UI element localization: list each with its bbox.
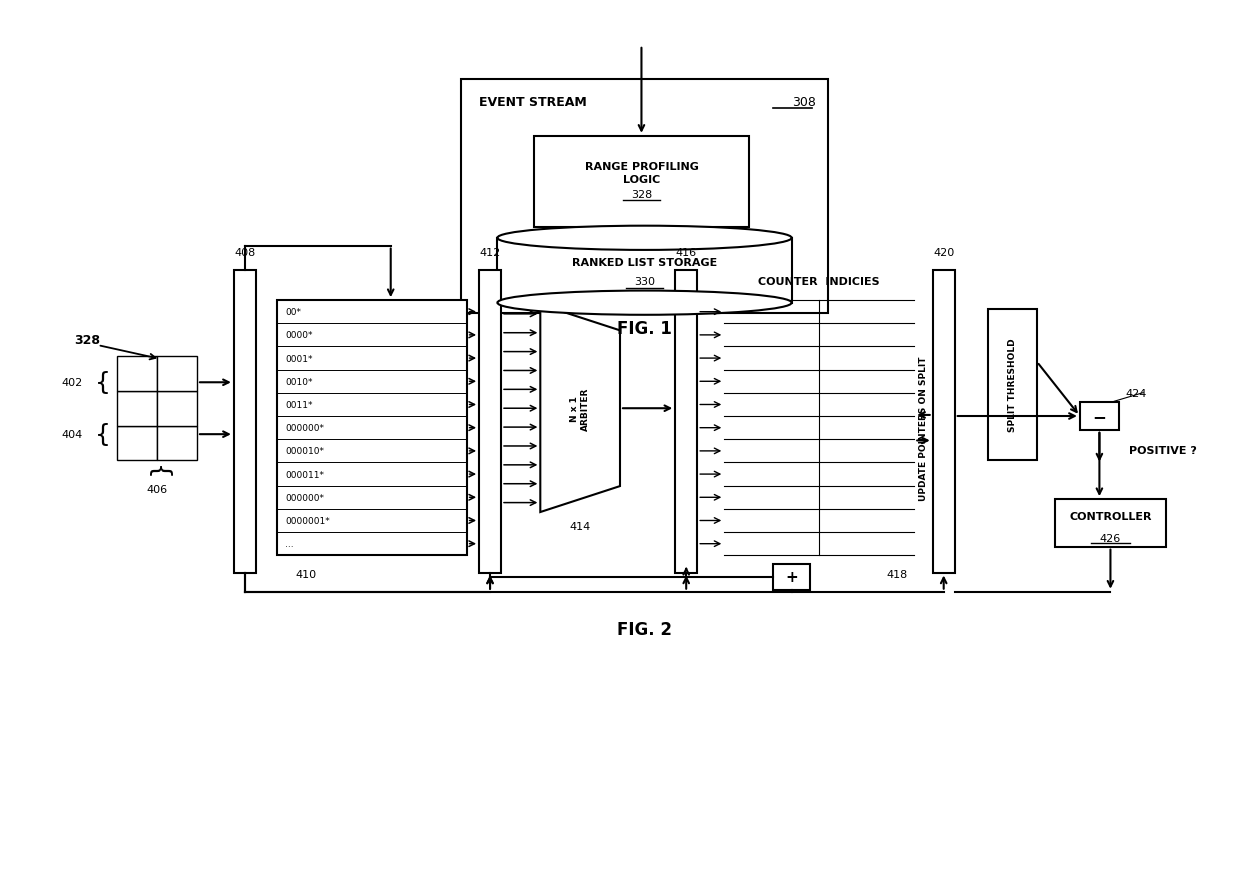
Text: {: { bbox=[95, 371, 112, 395]
Text: 328: 328 bbox=[74, 333, 100, 346]
Text: 308: 308 bbox=[792, 96, 816, 109]
Text: SPLIT THRESHOLD: SPLIT THRESHOLD bbox=[1008, 338, 1017, 432]
Text: 420: 420 bbox=[932, 248, 955, 257]
Text: 00*: 00* bbox=[285, 308, 301, 317]
Text: 330: 330 bbox=[634, 277, 655, 287]
Text: LOGIC: LOGIC bbox=[622, 175, 660, 184]
Text: 328: 328 bbox=[631, 190, 652, 200]
Polygon shape bbox=[541, 305, 620, 513]
FancyBboxPatch shape bbox=[118, 426, 157, 461]
Text: ...: ... bbox=[285, 540, 294, 549]
FancyBboxPatch shape bbox=[234, 270, 255, 573]
FancyBboxPatch shape bbox=[118, 357, 157, 392]
Text: 408: 408 bbox=[234, 248, 255, 257]
FancyBboxPatch shape bbox=[1080, 403, 1118, 430]
Text: EVENT STREAM: EVENT STREAM bbox=[479, 96, 587, 109]
Ellipse shape bbox=[497, 227, 791, 250]
FancyBboxPatch shape bbox=[157, 392, 197, 426]
Text: 410: 410 bbox=[295, 570, 316, 579]
Text: COUNTER  INDICIES: COUNTER INDICIES bbox=[759, 277, 880, 287]
FancyBboxPatch shape bbox=[675, 270, 697, 573]
Ellipse shape bbox=[497, 291, 791, 315]
Text: 406: 406 bbox=[146, 485, 167, 495]
FancyBboxPatch shape bbox=[534, 137, 749, 227]
Text: RANKED LIST STORAGE: RANKED LIST STORAGE bbox=[572, 257, 717, 267]
FancyBboxPatch shape bbox=[460, 81, 828, 313]
Text: RANGE PROFILING: RANGE PROFILING bbox=[584, 162, 698, 171]
Text: CONTROLLER: CONTROLLER bbox=[1069, 511, 1152, 522]
Text: FIG. 1: FIG. 1 bbox=[618, 320, 672, 338]
Text: 000000*: 000000* bbox=[285, 424, 325, 433]
Text: +: + bbox=[785, 570, 799, 585]
Text: 000010*: 000010* bbox=[285, 447, 325, 456]
Text: 418: 418 bbox=[887, 570, 908, 579]
Text: FIG. 2: FIG. 2 bbox=[618, 621, 672, 638]
Text: 412: 412 bbox=[480, 248, 501, 257]
Text: −: − bbox=[1092, 407, 1106, 426]
Text: POSITIVE ?: POSITIVE ? bbox=[1128, 446, 1197, 456]
FancyBboxPatch shape bbox=[479, 270, 501, 573]
Text: 0000*: 0000* bbox=[285, 331, 312, 340]
Text: 404: 404 bbox=[62, 429, 83, 440]
Text: 000000*: 000000* bbox=[285, 493, 325, 502]
Text: {: { bbox=[145, 465, 169, 481]
Text: 0001*: 0001* bbox=[285, 354, 312, 363]
FancyBboxPatch shape bbox=[118, 392, 157, 426]
Text: 0010*: 0010* bbox=[285, 378, 312, 386]
Text: 414: 414 bbox=[569, 521, 590, 531]
Text: 000011*: 000011* bbox=[285, 470, 325, 479]
Text: 426: 426 bbox=[1100, 533, 1121, 543]
FancyBboxPatch shape bbox=[932, 270, 955, 573]
Text: N x 1
ARBITER: N x 1 ARBITER bbox=[570, 387, 590, 430]
FancyBboxPatch shape bbox=[1055, 500, 1166, 547]
FancyBboxPatch shape bbox=[277, 301, 466, 556]
Text: 416: 416 bbox=[676, 248, 697, 257]
Text: 402: 402 bbox=[62, 378, 83, 388]
FancyBboxPatch shape bbox=[157, 426, 197, 461]
FancyBboxPatch shape bbox=[774, 565, 810, 590]
Text: UPDATE POINTERS ON SPLIT: UPDATE POINTERS ON SPLIT bbox=[919, 356, 928, 500]
Text: 0011*: 0011* bbox=[285, 400, 312, 409]
FancyBboxPatch shape bbox=[157, 357, 197, 392]
FancyBboxPatch shape bbox=[497, 239, 791, 303]
Text: {: { bbox=[95, 422, 112, 447]
Text: 0000001*: 0000001* bbox=[285, 516, 330, 525]
FancyBboxPatch shape bbox=[988, 309, 1037, 461]
Text: 424: 424 bbox=[1125, 388, 1147, 399]
